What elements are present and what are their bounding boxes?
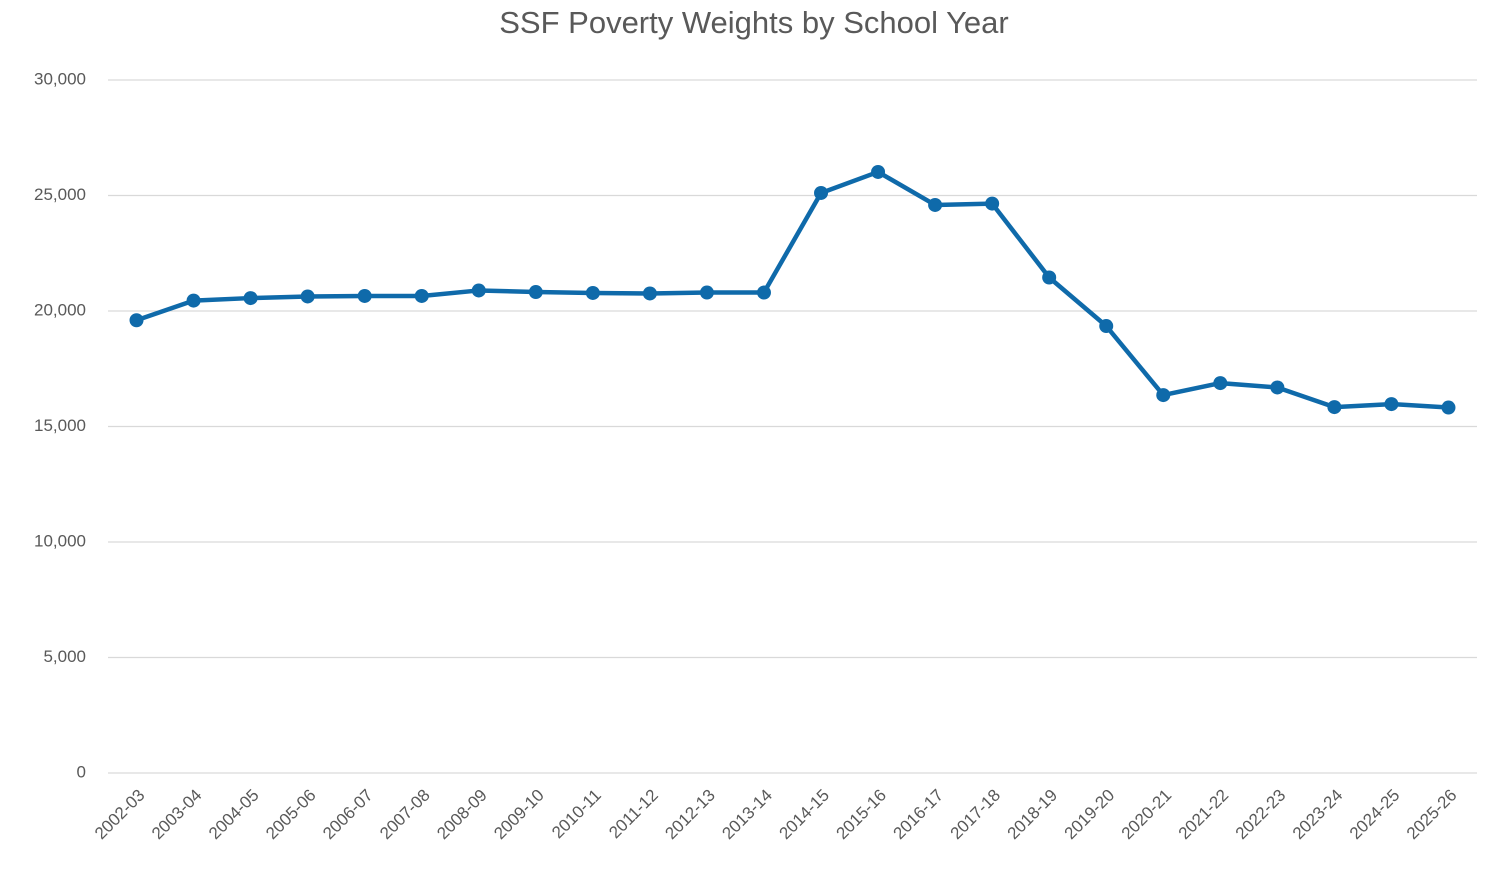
- x-tick-label: 2025-26: [1403, 786, 1461, 844]
- x-tick-label: 2011-12: [605, 786, 662, 843]
- data-point: [471, 283, 486, 298]
- x-tick-label: 2016-17: [890, 786, 948, 844]
- data-point: [1441, 400, 1456, 415]
- data-point: [1042, 270, 1057, 285]
- x-tick-label: 2017-18: [947, 786, 1005, 844]
- x-tick-label: 2004-05: [205, 786, 263, 844]
- data-point: [814, 185, 829, 200]
- y-tick-label: 0: [77, 762, 86, 781]
- data-point: [928, 197, 943, 212]
- y-tick-label: 20,000: [34, 300, 86, 319]
- x-tick-label: 2018-19: [1004, 786, 1062, 844]
- data-point: [1270, 380, 1285, 395]
- y-tick-label: 15,000: [34, 416, 86, 435]
- data-point: [414, 288, 429, 303]
- x-tick-label: 2012-13: [661, 786, 719, 844]
- data-point: [756, 285, 771, 300]
- data-point: [300, 289, 315, 304]
- x-tick-label: 2007-08: [376, 786, 434, 844]
- x-tick-label: 2002-03: [91, 786, 149, 844]
- data-point: [985, 196, 1000, 211]
- data-point: [642, 286, 657, 301]
- data-point: [1384, 397, 1399, 412]
- x-tick-label: 2006-07: [319, 786, 377, 844]
- x-tick-label: 2019-20: [1061, 786, 1119, 844]
- x-tick-label: 2022-23: [1232, 786, 1290, 844]
- y-tick-label: 5,000: [43, 647, 86, 666]
- y-tick-label: 10,000: [34, 531, 86, 550]
- data-point: [1327, 400, 1342, 415]
- data-point: [871, 164, 886, 179]
- x-tick-label: 2005-06: [262, 786, 320, 844]
- data-point: [243, 291, 258, 306]
- x-tick-label: 2023-24: [1289, 786, 1347, 844]
- data-point: [528, 285, 543, 300]
- x-tick-label: 2014-15: [775, 786, 833, 844]
- x-tick-label: 2009-10: [490, 786, 548, 844]
- y-tick-label: 30,000: [34, 69, 86, 88]
- x-tick-label: 2015-16: [833, 786, 891, 844]
- x-tick-label: 2013-14: [718, 786, 776, 844]
- data-point: [1156, 388, 1171, 403]
- x-tick-label: 2020-21: [1118, 786, 1176, 844]
- data-point: [1099, 319, 1114, 334]
- x-tick-label: 2021-22: [1175, 786, 1233, 844]
- data-point: [357, 288, 372, 303]
- data-point: [585, 285, 600, 300]
- data-point: [186, 293, 201, 308]
- y-tick-label: 25,000: [34, 185, 86, 204]
- data-line: [135, 169, 1449, 410]
- x-tick-label: 2003-04: [148, 786, 206, 844]
- x-tick-label: 2024-25: [1346, 786, 1404, 844]
- x-tick-label: 2010-11: [548, 786, 605, 843]
- data-point: [699, 285, 714, 300]
- x-tick-label: 2008-09: [433, 786, 491, 844]
- data-point: [1213, 376, 1228, 391]
- chart-title: SSF Poverty Weights by School Year: [499, 5, 1008, 40]
- data-point: [129, 313, 144, 328]
